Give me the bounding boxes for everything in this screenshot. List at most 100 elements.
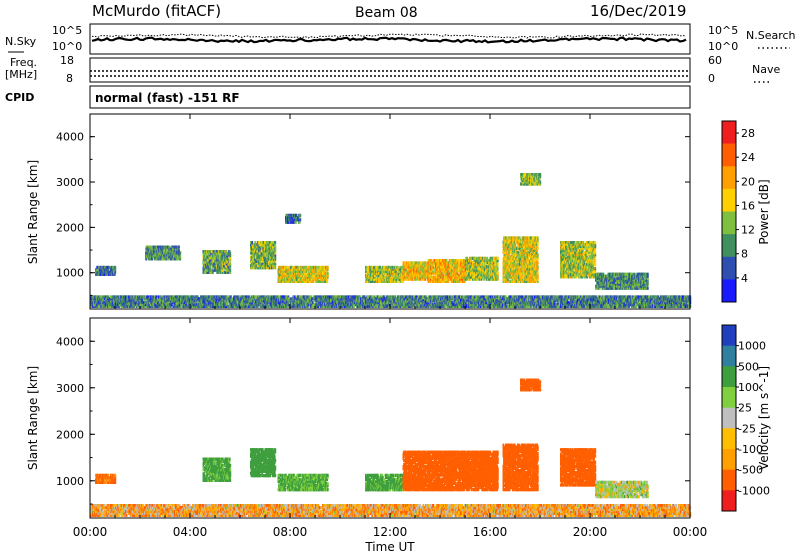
heatmap-cell [223,256,225,260]
heatmap-cell [453,265,455,269]
heatmap-cell [270,247,273,251]
heatmap-cell [569,275,572,279]
heatmap-cell [450,267,453,271]
heatmap-cell [367,271,370,276]
heatmap-cell [461,271,464,275]
heatmap-cell [292,265,295,270]
heatmap-cell [506,271,509,275]
heatmap-cell [528,173,530,177]
heatmap-cell [578,243,581,247]
heatmap-cell [99,270,102,274]
heatmap-cell [321,277,324,281]
heatmap-cell [264,264,267,268]
heatmap-cell [563,255,566,259]
heatmap-cell [508,248,510,252]
heatmap-cell [475,275,478,279]
heatmap-cell [518,236,521,240]
heatmap-cell [178,253,181,257]
heatmap-cell [533,259,535,263]
heatmap-cell [521,279,524,283]
heatmap-cell [604,278,607,282]
heatmap-cell [585,253,587,257]
heatmap-cell [288,220,291,224]
heatmap-cell [260,251,263,255]
heatmap-cell [430,277,432,281]
heatmap-cell [563,269,565,273]
heatmap-cell [486,269,489,273]
heatmap-cell [147,247,150,251]
heatmap-cell [419,277,422,281]
heatmap-cell [504,265,507,269]
heatmap-cell [279,267,282,272]
heatmap-cell [405,269,408,273]
heatmap-cell [314,267,317,272]
heatmap-cell [390,279,392,283]
heatmap-cell [483,263,485,267]
heatmap-cell [372,271,375,276]
heatmap-cell [603,282,605,286]
heatmap-cell [452,273,455,277]
heatmap-cell [528,250,531,255]
heatmap-cell [510,267,512,271]
heatmap-cell [273,245,275,249]
heatmap-cell [511,277,514,281]
heatmap-cell [381,269,384,274]
heatmap-cell [475,256,478,260]
heatmap-cell [380,277,383,281]
heatmap-cell [580,273,583,277]
heatmap-cell [179,251,182,255]
heatmap-cell [515,277,518,281]
heatmap-cell [536,244,539,248]
heatmap-cell [468,261,471,265]
heatmap-cell [520,242,523,246]
heatmap-cell [531,174,534,178]
heatmap-cell [300,279,302,283]
heatmap-cell [518,240,521,244]
heatmap-cell [598,286,601,290]
heatmap-cell [440,263,442,267]
heatmap-cell [325,271,327,276]
heatmap-cell [448,267,450,271]
heatmap-cell [528,265,531,269]
noise-sky-trace [91,36,687,44]
heatmap-cell [258,251,261,255]
heatmap-cell [590,245,593,249]
heatmap-cell [261,257,264,261]
heatmap-cell [581,253,584,257]
heatmap-cell [268,253,271,257]
heatmap-cell [269,241,272,245]
heatmap-cell [213,268,215,272]
heatmap-cell [266,243,269,247]
heatmap-cell [456,273,459,277]
heatmap-cell [286,265,289,270]
heatmap-cell [293,273,296,278]
heatmap-cell [429,263,432,267]
heatmap-cell [311,271,314,276]
heatmap-cell [108,272,110,276]
heatmap-cell [572,273,575,277]
heatmap-cell [450,261,453,265]
heatmap-cell [453,263,455,267]
heatmap-cell [112,268,115,272]
heatmap-cell [571,257,574,261]
heatmap-cell [506,273,509,277]
heatmap-cell [510,261,513,265]
heatmap-cell [520,257,522,261]
heatmap-cell [465,258,467,263]
heatmap-cell [493,267,496,271]
heatmap-cell [538,182,540,186]
heatmap-cell [591,265,594,269]
heatmap-cell [208,260,211,264]
heatmap-cell [260,241,263,245]
heatmap-cell [521,180,524,184]
heatmap-cell [581,267,584,271]
heatmap-cell [395,269,398,274]
heatmap-cell [539,180,542,184]
heatmap-cell [573,241,575,245]
heatmap-cell [271,241,274,245]
heatmap-cell [266,247,269,251]
heatmap-cell [382,277,385,281]
heatmap-cell [229,270,232,274]
heatmap-cell [570,243,573,247]
heatmap-cell [601,286,604,290]
